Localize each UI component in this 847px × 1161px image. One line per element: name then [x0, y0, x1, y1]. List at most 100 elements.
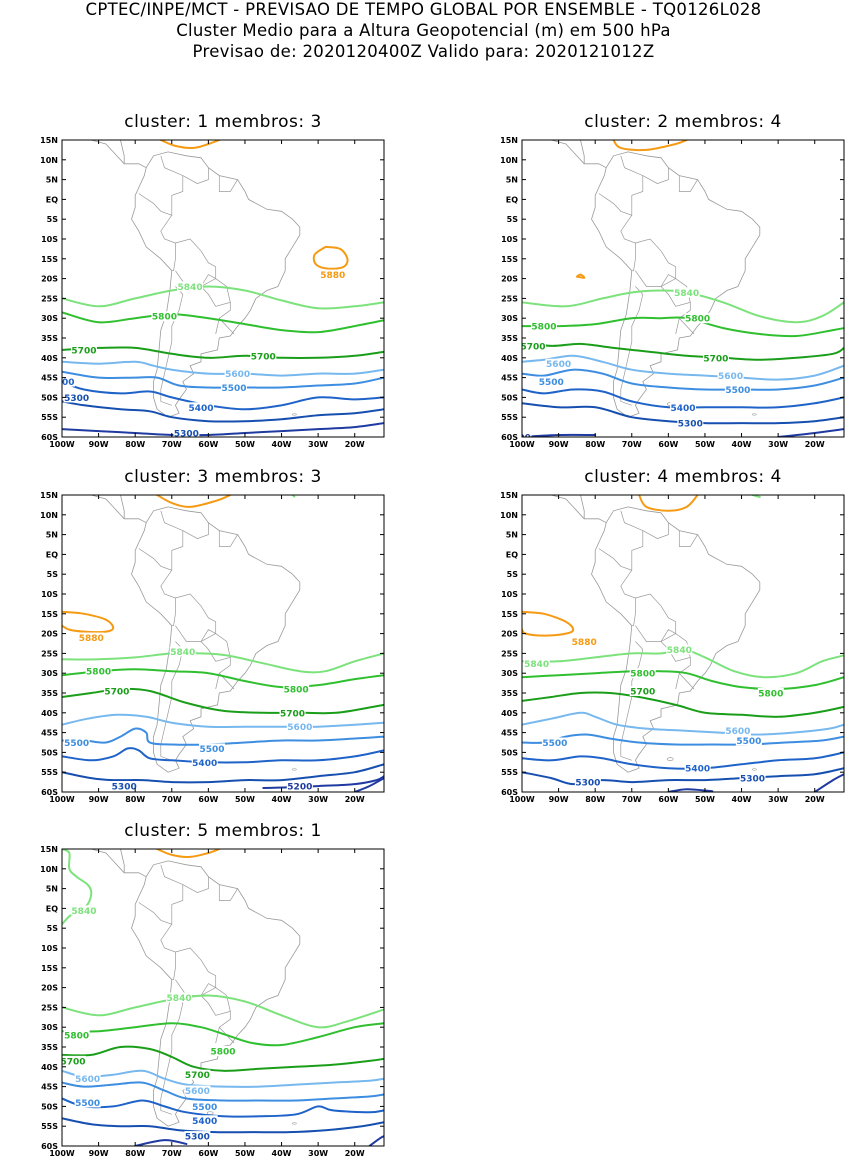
isoline-5400: [62, 747, 384, 764]
lat-tick-label: 55S: [41, 768, 58, 777]
south-georgia-island: [752, 413, 757, 416]
contour-label: 5800: [64, 1032, 89, 1042]
contour-label-bg: [629, 668, 656, 679]
country-border: [679, 317, 695, 335]
country-border: [175, 238, 217, 287]
contour-label-bg: [111, 781, 138, 792]
map-frame: [61, 848, 385, 1147]
lat-tick-label: 25S: [41, 649, 58, 658]
lat-tick-label: 10S: [501, 235, 518, 244]
country-border: [620, 286, 644, 406]
contour-label: 5400: [192, 759, 217, 769]
country-border: [635, 238, 677, 287]
contour-label-bg: [757, 688, 784, 698]
lat-tick-label: 55S: [41, 413, 58, 422]
lon-tick-label: 70W: [162, 440, 182, 449]
country-border: [642, 522, 669, 539]
isoline-5300: [62, 763, 384, 784]
contour-label: 5840: [167, 994, 192, 1004]
lat-tick-label: 40S: [41, 1063, 58, 1072]
contour-label: 5600: [546, 360, 571, 370]
contour-label: 5840: [667, 646, 692, 656]
contour-label: 5400: [49, 378, 74, 388]
isoline-5400: [62, 1097, 384, 1118]
contour-label: 5880: [320, 271, 345, 281]
country-border: [160, 641, 184, 761]
lon-tick-label: 100W: [509, 795, 535, 804]
contour-label: 5700: [520, 342, 545, 352]
isoline-5200: [134, 1139, 188, 1146]
contour-label: 5840: [524, 660, 549, 670]
contour-label-bg: [62, 1055, 86, 1066]
panel-title: cluster: 3 membros: 3: [124, 467, 322, 487]
lat-tick-label: 5S: [507, 570, 519, 579]
contour-label: 5400: [685, 765, 710, 775]
contour-label: 5800: [758, 690, 783, 700]
lon-tick-label: 20W: [805, 795, 825, 804]
country-border: [215, 1011, 231, 1044]
contour-label-bg: [319, 269, 346, 280]
lon-tick-label: 20W: [345, 795, 365, 804]
contour-label-bg: [522, 340, 546, 351]
contour-label: 5700: [104, 688, 129, 698]
contour-label: 5840: [170, 648, 195, 658]
country-border: [635, 593, 677, 642]
country-border: [620, 570, 636, 627]
lat-tick-label: 60S: [41, 433, 58, 442]
contour-label-bg: [739, 773, 766, 784]
lat-tick-label: 35S: [41, 1043, 58, 1052]
isoline-5500: [522, 733, 844, 746]
contour-label: 5500: [725, 386, 750, 396]
lat-tick-label: 5N: [506, 176, 518, 185]
country-border: [160, 570, 176, 627]
south-georgia-island: [292, 768, 297, 771]
isoline-5700: [62, 346, 384, 360]
lat-tick-label: 5N: [46, 885, 58, 894]
isoline-5200: [262, 775, 384, 789]
contour-label-bg: [199, 743, 226, 754]
lat-tick-label: 45S: [41, 729, 58, 738]
panel-title: cluster: 5 membros: 1: [124, 821, 322, 841]
isoline-5200: [667, 788, 714, 792]
lat-tick-label: 30S: [41, 1023, 58, 1032]
contour-label: 5700: [703, 354, 728, 364]
lon-tick-label: 100W: [49, 440, 75, 449]
isoline-5200: [368, 1135, 384, 1146]
lat-tick-label: 10N: [500, 156, 518, 165]
contour-label-bg: [78, 632, 105, 643]
isoline-5200: [813, 773, 844, 792]
lat-tick-label: 5N: [506, 531, 518, 540]
contour-label: 5600: [718, 372, 743, 382]
lat-tick-label: 40S: [41, 354, 58, 363]
lon-tick-label: 40W: [272, 440, 292, 449]
isoline-5500: [62, 370, 384, 389]
isoline-5500: [522, 368, 844, 391]
lat-tick-label: 20S: [41, 984, 58, 993]
country-border: [182, 522, 209, 539]
lat-tick-label: 35S: [41, 689, 58, 698]
contour-label: 5800: [630, 670, 655, 680]
coastline: [91, 140, 147, 169]
contour-label-bg: [545, 358, 572, 369]
isoline-5800: [62, 1022, 384, 1047]
contour-label: 5500: [542, 739, 567, 749]
map-frame: [61, 494, 385, 793]
country-border: [642, 167, 669, 184]
lon-tick-label: 80W: [125, 1149, 145, 1158]
lon-tick-label: 100W: [509, 440, 535, 449]
lon-tick-label: 60W: [198, 1149, 218, 1158]
lat-tick-label: 25S: [501, 649, 518, 658]
contour-label: 5300: [575, 779, 600, 789]
lon-tick-label: 60W: [658, 795, 678, 804]
lat-tick-label: 45S: [501, 729, 518, 738]
lon-tick-label: 60W: [658, 440, 678, 449]
contour-label: 5840: [674, 289, 699, 299]
isoline-5800: [62, 311, 384, 334]
coastline: [591, 506, 761, 773]
map-svg: 5840580058005700570056005600550055005400…: [500, 136, 845, 449]
contour-label-bg: [541, 737, 568, 748]
contour-label: 5800: [86, 668, 111, 678]
lat-tick-label: 45S: [501, 374, 518, 383]
isoline-5300: [62, 1117, 384, 1134]
